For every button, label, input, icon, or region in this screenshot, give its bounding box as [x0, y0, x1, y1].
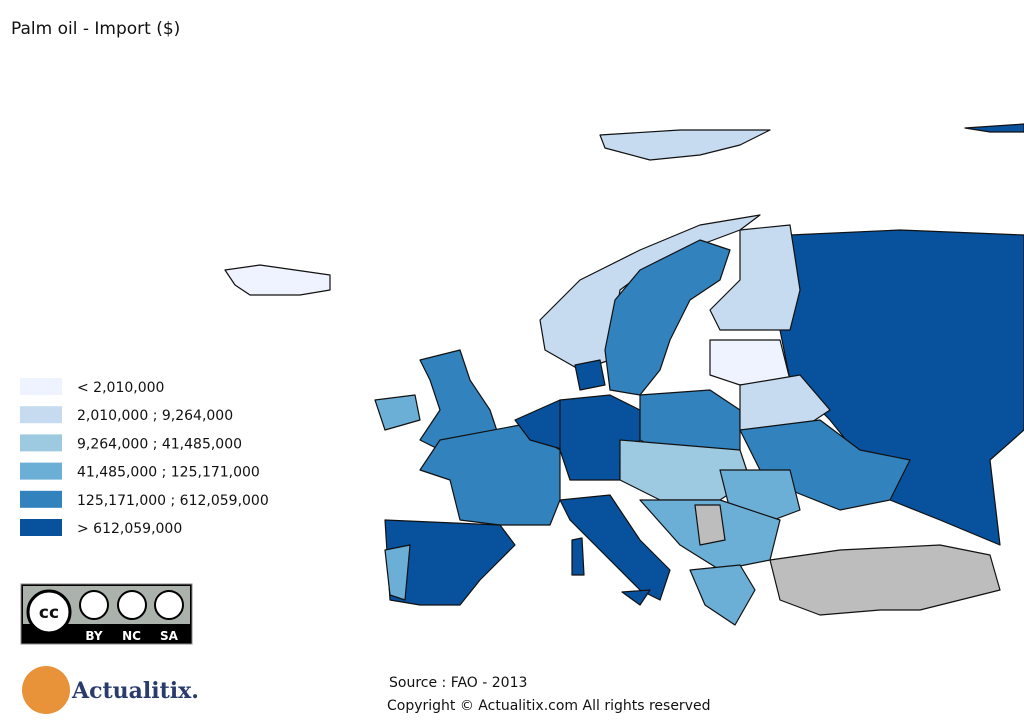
- logo-text: Actualitix.: [71, 678, 199, 704]
- license-label: BY: [85, 629, 102, 643]
- iceland: [224, 264, 331, 296]
- arctic-island: [964, 123, 1024, 133]
- copyright: Copyright © Actualitix.com All rights re…: [387, 698, 710, 714]
- cc-circle: [26, 589, 72, 635]
- map: [224, 123, 1024, 626]
- sa-icon: [154, 590, 184, 620]
- legend: < 2,010,000 2,010,000 ; 9,264,000 9,264,00…: [20, 378, 269, 537]
- legend-label: 41,485,000 ; 125,171,000: [77, 465, 260, 481]
- legend-label: 125,171,000 ; 612,059,000: [77, 493, 269, 509]
- russia: [779, 229, 1024, 546]
- legend-label: 2,010,000 ; 9,264,000: [77, 408, 233, 424]
- sweden: [604, 239, 731, 396]
- denmark: [574, 359, 606, 391]
- legend-label: < 2,010,000: [77, 380, 164, 396]
- belarus: [739, 374, 831, 431]
- nc-icon: [117, 590, 147, 620]
- license-label: NC: [122, 629, 141, 643]
- greenland: [599, 129, 771, 161]
- spain: [384, 519, 516, 606]
- legend-label: > 612,059,000: [77, 521, 182, 537]
- legend-swatch: [20, 406, 62, 424]
- license-badge: cc BY NC SA: [20, 583, 193, 645]
- legend-swatch: [20, 378, 62, 395]
- source: Source : FAO - 2013: [389, 675, 527, 691]
- serbia: [694, 504, 726, 546]
- portugal: [384, 544, 411, 601]
- legend-swatch: [20, 519, 62, 536]
- legend-swatch: [20, 434, 62, 452]
- legend-swatch: [20, 490, 62, 508]
- sicily: [621, 589, 651, 606]
- greece: [689, 564, 756, 626]
- legend-swatch: [20, 462, 62, 480]
- license-label: SA: [160, 629, 179, 643]
- italy: [559, 494, 671, 601]
- ireland: [374, 394, 421, 431]
- cc-text: cc: [39, 603, 59, 623]
- turkey: [769, 544, 1001, 616]
- title: Palm oil - Import ($): [11, 19, 180, 39]
- logo: Actualitix.: [22, 666, 199, 714]
- sardinia: [571, 537, 585, 576]
- logo-globe: [22, 666, 70, 714]
- license-labels: BY NC SA: [85, 629, 178, 643]
- finland: [709, 224, 801, 331]
- by-icon: [79, 590, 109, 620]
- legend-label: 9,264,000 ; 41,485,000: [77, 436, 242, 452]
